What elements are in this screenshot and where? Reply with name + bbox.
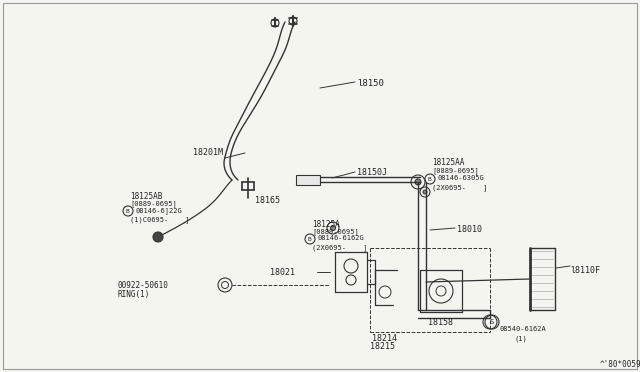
Text: B: B [308, 237, 312, 242]
Text: 18215: 18215 [370, 342, 395, 351]
Text: 18021: 18021 [270, 268, 295, 277]
Text: 18125AB: 18125AB [130, 192, 163, 201]
Text: B: B [428, 177, 432, 182]
Text: 08146-6]22G: 08146-6]22G [135, 207, 182, 214]
Text: 18150J: 18150J [357, 168, 387, 177]
Text: (2X0695-    ]: (2X0695- ] [312, 244, 367, 251]
Text: 18214: 18214 [372, 334, 397, 343]
Text: l8110F: l8110F [570, 266, 600, 275]
Text: (1)C0695-    ]: (1)C0695- ] [130, 216, 189, 223]
Text: (1): (1) [514, 335, 527, 341]
Text: (2X0695-    ]: (2X0695- ] [432, 184, 487, 191]
Circle shape [423, 190, 427, 194]
Text: 18125AA: 18125AA [432, 158, 465, 167]
FancyBboxPatch shape [296, 175, 320, 185]
Text: 08146-6305G: 08146-6305G [437, 175, 484, 181]
Text: [0889-0695]: [0889-0695] [432, 167, 479, 174]
Text: 08146-6162G: 08146-6162G [317, 235, 364, 241]
Text: 18158: 18158 [428, 318, 453, 327]
Text: [0889-0695]: [0889-0695] [312, 228, 359, 235]
Text: ^'80*0059: ^'80*0059 [600, 360, 640, 369]
Text: 00922-50610: 00922-50610 [118, 281, 169, 290]
Text: S: S [489, 319, 493, 325]
Circle shape [153, 232, 163, 242]
Circle shape [415, 179, 421, 185]
Text: 18201M: 18201M [193, 148, 223, 157]
Text: l8150: l8150 [357, 79, 384, 88]
Text: 18010: 18010 [457, 225, 482, 234]
Text: 18165: 18165 [255, 196, 280, 205]
Text: 08540-6162A: 08540-6162A [499, 326, 546, 332]
Text: RING(1): RING(1) [118, 290, 150, 299]
Text: [0889-0695]: [0889-0695] [130, 200, 177, 207]
Text: 18125A: 18125A [312, 220, 340, 229]
Circle shape [330, 225, 335, 231]
Text: B: B [126, 209, 130, 214]
